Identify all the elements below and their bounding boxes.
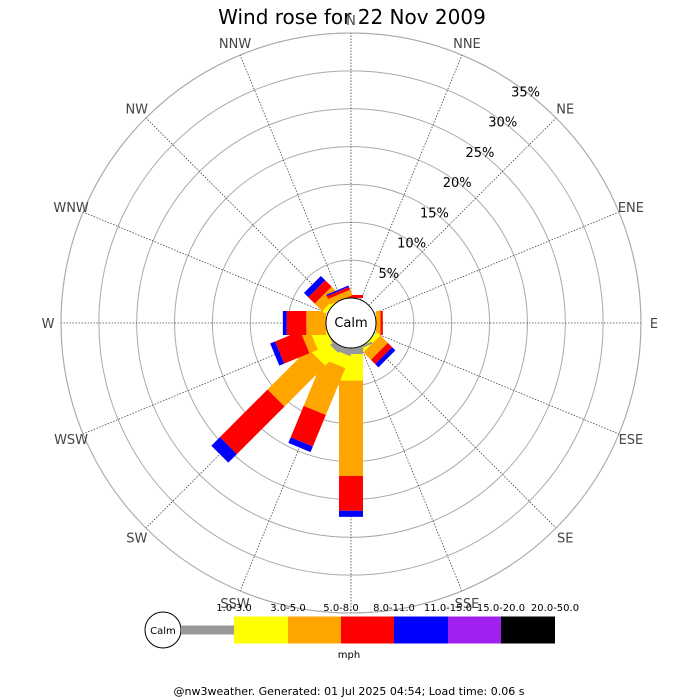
segment-nw-8.0-11.0 [308, 280, 332, 304]
ring-label-30: 30% [488, 116, 517, 131]
segment-se-5.0-8.0 [363, 335, 388, 360]
direction-label-se: SE [557, 531, 573, 546]
direction-label-nnw: NNW [219, 37, 251, 52]
segment-w-8.0-11.0 [286, 311, 307, 335]
bar-e [375, 311, 383, 335]
segment-w-11.0-15.0 [282, 311, 287, 335]
spoke-wnw [82, 211, 329, 314]
bar-sw [211, 332, 342, 463]
calm-label: Calm [334, 316, 367, 331]
spoke-se [368, 340, 557, 529]
legend-calm-label: Calm [150, 626, 176, 637]
legend-swatch-15.0-20.0 [448, 616, 501, 644]
ring-label-20: 20% [443, 176, 472, 191]
direction-label-sse: SSE [455, 597, 480, 612]
segment-nnw-11.0-15.0 [326, 285, 350, 297]
legend-label-8.0-11.0: 8.0-11.0 [373, 603, 415, 614]
direction-label-ese: ESE [619, 433, 644, 448]
ring-label-15: 15% [420, 206, 449, 221]
spoke-ne [368, 117, 557, 306]
segment-nw-11.0-15.0 [303, 275, 326, 298]
legend-label-11.0-15.0: 11.0-15.0 [424, 603, 472, 614]
direction-label-ne: NE [556, 103, 574, 118]
legend-label-5.0-8.0: 5.0-8.0 [323, 603, 358, 614]
segment-w-5.0-8.0 [306, 311, 326, 335]
legend-label-3.0-5.0: 3.0-5.0 [270, 603, 305, 614]
footer-text: @nw3weather. Generated: 01 Jul 2025 04:5… [174, 685, 525, 698]
segment-se-8.0-11.0 [370, 342, 393, 365]
direction-label-wnw: WNW [53, 201, 89, 216]
direction-label-wsw: WSW [54, 433, 88, 448]
direction-label-ssw: SSW [220, 597, 250, 612]
spoke-sse [360, 345, 463, 592]
direction-label-ene: ENE [618, 201, 644, 216]
legend-swatch-20.0-50.0 [501, 616, 555, 644]
legend-unit: mph [338, 650, 360, 661]
segment-wsw-8.0-11.0 [275, 331, 310, 364]
direction-labels: NNNENEENEEESESESSESSSWSWWSWWWNWNWNNW [42, 14, 659, 635]
segment-nnw-8.0-11.0 [326, 286, 351, 299]
bar-w [282, 311, 326, 335]
segment-ssw-5.0-8.0 [303, 358, 346, 416]
grid-ring-6 [98, 70, 604, 576]
legend-swatch-8.0-11.0 [341, 616, 394, 644]
segment-ssw-11.0-15.0 [288, 437, 313, 453]
legend-swatch-11.0-15.0 [394, 616, 448, 644]
legend-swatch-3.0-5.0 [234, 616, 288, 644]
bar-nnw [326, 285, 353, 305]
ring-label-25: 25% [466, 146, 495, 161]
spoke-nne [360, 54, 463, 301]
spoke-ese [373, 332, 620, 435]
segment-nnw-5.0-8.0 [328, 289, 353, 305]
calm-circle: Calm [325, 297, 377, 349]
spoke-nnw [239, 54, 342, 301]
segment-e-8.0-11.0 [380, 311, 383, 335]
segment-wsw-11.0-15.0 [270, 341, 285, 366]
segment-ssw-8.0-11.0 [290, 405, 326, 447]
segment-s-5.0-8.0 [339, 380, 363, 476]
direction-label-nne: NNE [453, 37, 481, 52]
ring-label-10: 10% [397, 237, 426, 252]
legend-label-1.0-3.0: 1.0-3.0 [216, 603, 251, 614]
segment-n-8.0-11.0 [339, 294, 363, 298]
segment-sw-8.0-11.0 [219, 389, 285, 455]
legend-label-20.0-50.0: 20.0-50.0 [531, 603, 579, 614]
direction-label-sw: SW [126, 531, 147, 546]
bar-n [339, 294, 363, 298]
legend-swatch-1.0-3.0 [181, 625, 234, 635]
legend-label-15.0-20.0: 15.0-20.0 [477, 603, 525, 614]
legend: Calm 1.0-3.0 3.0-5.0 5.0-8.0 8.0-11.0 11.0-15… [144, 603, 579, 649]
spoke-nw [145, 117, 334, 306]
segment-sw-11.0-15.0 [211, 437, 237, 463]
chart-title: Wind rose for 22 Nov 2009 [218, 5, 486, 29]
direction-label-n: N [346, 14, 356, 29]
segment-s-8.0-11.0 [339, 475, 363, 511]
wind-bars [211, 275, 396, 517]
spoke-ene [373, 211, 620, 314]
bar-s [339, 348, 363, 517]
spoke-wsw [82, 332, 329, 435]
spoke-ssw [239, 345, 342, 592]
direction-label-w: W [42, 317, 55, 332]
ring-label-35: 35% [511, 85, 540, 100]
segment-s-11.0-15.0 [339, 510, 363, 517]
legend-swatch-5.0-8.0 [288, 616, 341, 644]
segment-sw-5.0-8.0 [267, 348, 326, 407]
direction-label-nw: NW [125, 103, 148, 118]
ring-label-5: 5% [379, 267, 400, 282]
direction-label-e: E [650, 317, 658, 332]
ring-labels: 5% 10% 15% 20% 25% 30% 35% [379, 85, 540, 281]
segment-se-11.0-15.0 [375, 347, 396, 368]
segment-e-5.0-8.0 [375, 311, 381, 335]
